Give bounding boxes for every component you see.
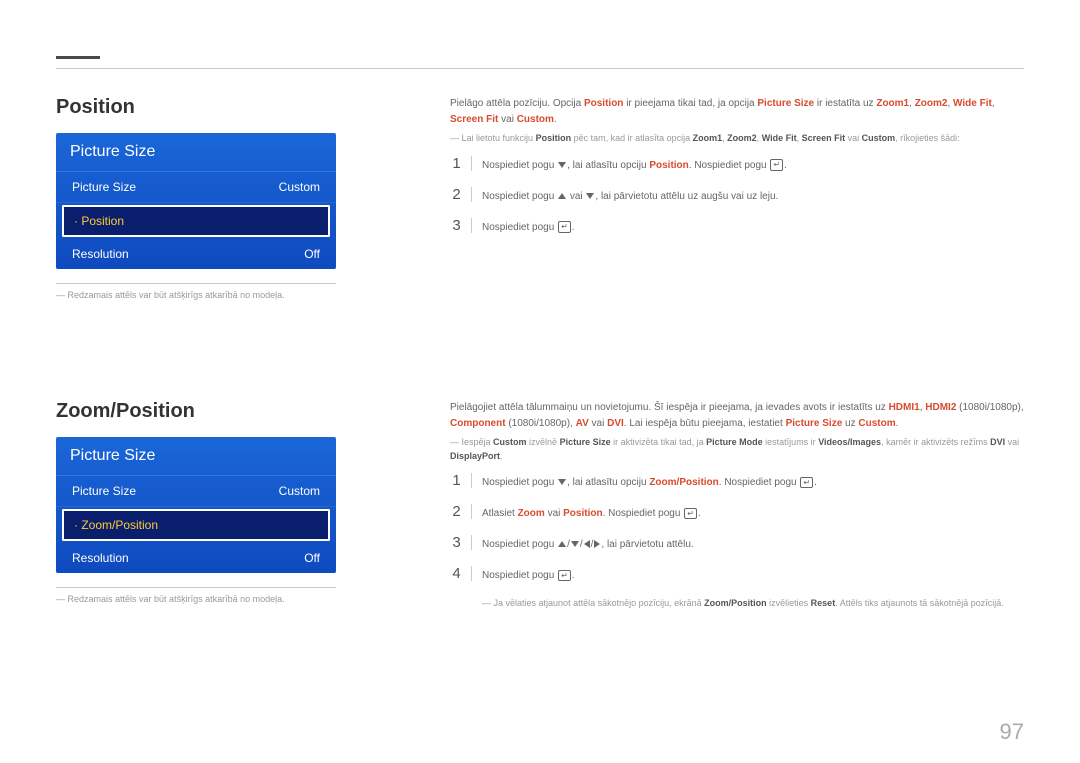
heading-position: Position <box>56 96 386 119</box>
triangle-down-icon <box>571 541 579 547</box>
step-number: 1 <box>450 156 472 171</box>
step-1: 1 Nospiediet pogu , lai atlasītu opciju … <box>450 473 1024 490</box>
menu-row: Picture Size Custom <box>56 476 336 507</box>
section-zoom-position: Zoom/Position Picture Size Picture Size … <box>56 400 1024 619</box>
triangle-up-icon <box>558 193 566 199</box>
dash-note-1: Lai lietotu funkciju Position pēc tam, k… <box>450 132 1024 146</box>
step-3: 3 Nospiediet pogu ///, lai pārvietotu at… <box>450 535 1024 552</box>
menu-title-2: Picture Size <box>56 437 336 476</box>
enter-icon: ↵ <box>558 221 571 233</box>
menu-row-label: Resolution <box>72 551 129 565</box>
step-text: Nospiediet pogu ↵. <box>482 218 1024 235</box>
step-text: Nospiediet pogu vai , lai pārvietotu att… <box>482 187 1024 204</box>
enter-icon: ↵ <box>558 570 571 582</box>
menu-row-label: · Position <box>74 214 124 228</box>
menu-row: Resolution Off <box>56 239 336 269</box>
menu-row-label: · Zoom/Position <box>74 518 158 532</box>
triangle-down-icon <box>558 162 566 168</box>
intro-paragraph-1: Pielāgo attēla pozīciju. Opcija Position… <box>450 96 1024 127</box>
menu-row-highlight: · Zoom/Position <box>62 509 330 541</box>
step-text: Nospiediet pogu ///, lai pārvietotu attē… <box>482 535 1024 552</box>
footnote-1: ― Redzamais attēls var būt atšķirīgs atk… <box>56 290 386 300</box>
step-2: 2 Atlasiet Zoom vai Position. Nospiediet… <box>450 504 1024 521</box>
step-2: 2 Nospiediet pogu vai , lai pārvietotu a… <box>450 187 1024 204</box>
triangle-down-icon <box>586 193 594 199</box>
right-column-1: Pielāgo attēla pozīciju. Opcija Position… <box>386 96 1024 300</box>
menu-row: Picture Size Custom <box>56 172 336 203</box>
left-column-2: Zoom/Position Picture Size Picture Size … <box>56 400 386 619</box>
menu-box-2: Picture Size Picture Size Custom · Zoom/… <box>56 437 336 573</box>
right-column-2: Pielāgojiet attēla tālummaiņu un novieto… <box>386 400 1024 619</box>
menu-title-1: Picture Size <box>56 133 336 172</box>
triangle-right-icon <box>594 540 600 548</box>
step-4: 4 Nospiediet pogu ↵. <box>450 566 1024 583</box>
menu-row-value: Off <box>304 551 320 565</box>
step-number: 3 <box>450 535 472 550</box>
menu-row-highlight: · Position <box>62 205 330 237</box>
step-3: 3 Nospiediet pogu ↵. <box>450 218 1024 235</box>
section-position: Position Picture Size Picture Size Custo… <box>56 96 1024 300</box>
steps-list-2: 1 Nospiediet pogu , lai atlasītu opciju … <box>450 473 1024 583</box>
steps-list-1: 1 Nospiediet pogu , lai atlasītu opciju … <box>450 156 1024 235</box>
step-text: Nospiediet pogu , lai atlasītu opciju Zo… <box>482 473 1024 490</box>
menu-row-value: Custom <box>279 180 320 194</box>
dash-note-3: Ja vēlaties atjaunot attēla sākotnējo po… <box>482 597 1024 611</box>
menu-row-value: Off <box>304 247 320 261</box>
step-number: 4 <box>450 566 472 581</box>
step-text: Nospiediet pogu ↵. <box>482 566 1024 583</box>
step-text: Atlasiet Zoom vai Position. Nospiediet p… <box>482 504 1024 521</box>
triangle-left-icon <box>584 540 590 548</box>
section-marker <box>56 56 100 59</box>
menu-box-1: Picture Size Picture Size Custom · Posit… <box>56 133 336 269</box>
menu-row-label: Picture Size <box>72 484 136 498</box>
menu-row-label: Resolution <box>72 247 129 261</box>
step-number: 2 <box>450 187 472 202</box>
intro-paragraph-2: Pielāgojiet attēla tālummaiņu un novieto… <box>450 400 1024 431</box>
divider <box>56 587 336 588</box>
step-number: 1 <box>450 473 472 488</box>
enter-icon: ↵ <box>770 159 783 171</box>
step-1: 1 Nospiediet pogu , lai atlasītu opciju … <box>450 156 1024 173</box>
enter-icon: ↵ <box>800 477 813 489</box>
step-number: 2 <box>450 504 472 519</box>
step-text: Nospiediet pogu , lai atlasītu opciju Po… <box>482 156 1024 173</box>
left-column-1: Position Picture Size Picture Size Custo… <box>56 96 386 300</box>
footnote-2: ― Redzamais attēls var būt atšķirīgs atk… <box>56 594 386 604</box>
menu-row-label: Picture Size <box>72 180 136 194</box>
page-number: 97 <box>1000 719 1024 745</box>
triangle-down-icon <box>558 479 566 485</box>
divider <box>56 283 336 284</box>
enter-icon: ↵ <box>684 508 697 520</box>
dash-note-2: Iespēja Custom izvēlnē Picture Size ir a… <box>450 436 1024 463</box>
top-divider <box>56 68 1024 69</box>
heading-zoom-position: Zoom/Position <box>56 400 386 423</box>
menu-row: Resolution Off <box>56 543 336 573</box>
menu-row-value: Custom <box>279 484 320 498</box>
triangle-up-icon <box>558 541 566 547</box>
step-number: 3 <box>450 218 472 233</box>
